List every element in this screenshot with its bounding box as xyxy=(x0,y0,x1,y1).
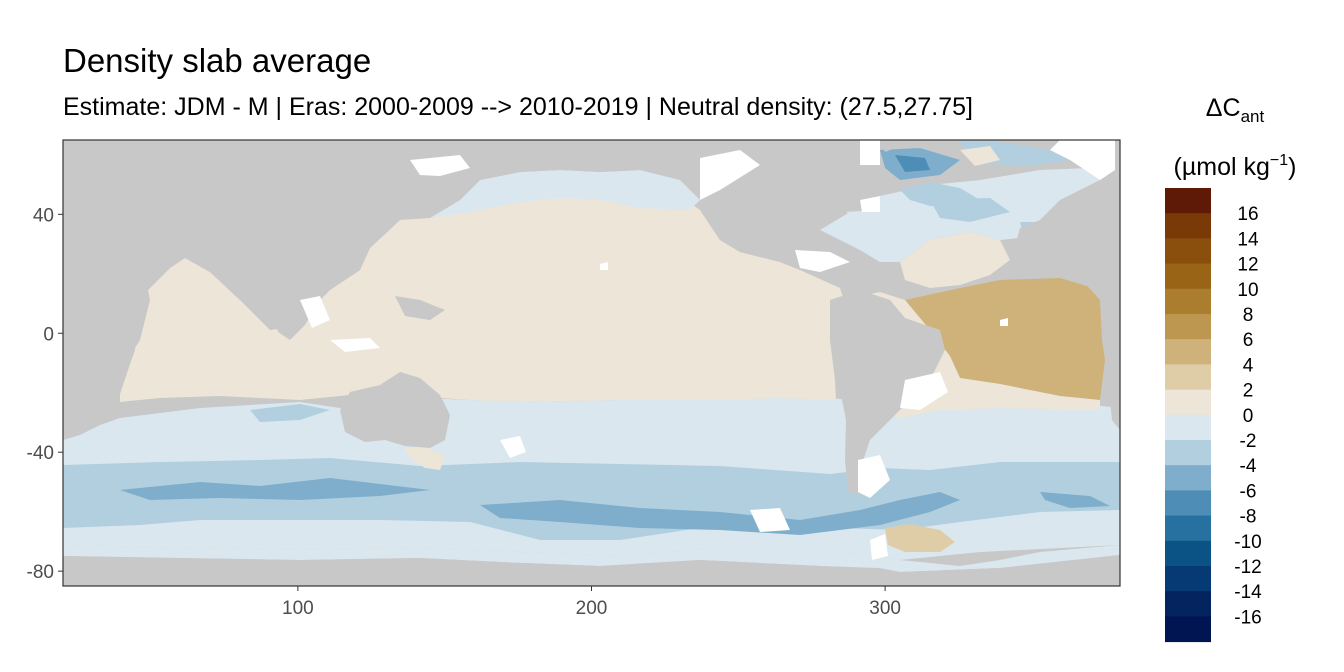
legend-swatch xyxy=(1165,364,1211,391)
legend-swatch xyxy=(1165,188,1211,214)
eurasia-landmass xyxy=(63,140,860,340)
north-atlantic-patch xyxy=(930,198,1010,222)
legend-colorbar: 16 14 12 10 8 6 4 2 0 -2 -4 -6 -8 -10 -12 -14 -16 xyxy=(1165,188,1262,643)
indian-ocean-patch xyxy=(250,404,330,422)
legend-label: -2 xyxy=(1240,431,1257,452)
no-data-area xyxy=(410,155,470,176)
legend-label: -14 xyxy=(1234,582,1262,603)
antarctic-coastal-region xyxy=(63,545,1120,572)
legend-swatch xyxy=(1165,490,1211,517)
map-panel xyxy=(63,140,1120,586)
no-data-area xyxy=(860,196,880,212)
legend-swatch xyxy=(1165,263,1211,290)
legend-label: -16 xyxy=(1234,607,1261,628)
legend-swatch xyxy=(1165,314,1211,340)
legend-label: 8 xyxy=(1243,305,1254,326)
legend-label: 14 xyxy=(1237,229,1259,250)
no-data-area xyxy=(1000,318,1008,326)
south-atlantic-region xyxy=(905,278,1110,400)
x-tick-label: 200 xyxy=(576,598,608,619)
nordic-seas-tan xyxy=(960,146,1000,166)
legend-swatch xyxy=(1165,566,1211,592)
legend-swatch xyxy=(1165,591,1211,617)
legend-label: -10 xyxy=(1234,532,1261,553)
legend-swatch xyxy=(1165,540,1211,567)
legend-swatch xyxy=(1165,238,1211,265)
legend-label: -12 xyxy=(1234,557,1261,578)
no-data-area xyxy=(1050,140,1115,180)
x-tick-label: 100 xyxy=(282,598,314,619)
legend-swatch xyxy=(1165,339,1211,365)
legend-swatch xyxy=(1165,288,1211,315)
pacific-indian-region xyxy=(120,182,850,402)
no-data-area xyxy=(900,372,948,410)
no-data-area xyxy=(300,296,330,328)
borneo-landmass xyxy=(395,296,445,320)
legend-label: -8 xyxy=(1240,507,1257,528)
greenland-landmass xyxy=(880,140,960,155)
x-tick-label: 300 xyxy=(869,598,901,619)
legend-unit: (µmol kg−1) xyxy=(1160,139,1310,189)
southern-ocean-streak xyxy=(120,478,430,500)
y-tick-label: -80 xyxy=(27,562,54,583)
north-america-landmass xyxy=(700,160,880,270)
north-pacific-region xyxy=(430,170,700,218)
continents xyxy=(63,140,1120,586)
legend-swatch xyxy=(1165,389,1211,416)
legend-variable: ΔCant xyxy=(1160,86,1310,139)
legend-symbol: ΔC xyxy=(1205,94,1241,122)
legend-label: 0 xyxy=(1243,406,1254,427)
no-data-areas xyxy=(300,140,1115,560)
north-atlantic-tan-region xyxy=(900,232,1010,288)
legend-unit-main: (µmol kg xyxy=(1173,153,1270,181)
legend-swatch xyxy=(1165,465,1211,491)
chart-title: Density slab average xyxy=(63,42,372,79)
chart-subtitle: Estimate: JDM - M | Eras: 2000-2009 --> … xyxy=(63,93,973,121)
legend-swatch xyxy=(1165,414,1211,441)
no-data-area xyxy=(600,262,608,270)
weddell-sea-region xyxy=(885,524,955,552)
no-data-area xyxy=(795,250,850,272)
south-america-landmass xyxy=(830,290,945,495)
legend-swatch xyxy=(1165,440,1211,466)
legend-swatch xyxy=(1165,616,1211,643)
legend-label: 12 xyxy=(1237,255,1258,276)
no-data-area xyxy=(500,436,526,458)
no-data-area xyxy=(860,140,880,165)
labrador-sea-core xyxy=(895,155,930,172)
y-tick-label: 0 xyxy=(43,324,54,345)
legend-label: -4 xyxy=(1240,456,1257,477)
legend-label: 16 xyxy=(1237,204,1258,225)
legend-unit-sup: −1 xyxy=(1269,152,1289,169)
no-data-area xyxy=(858,455,890,498)
legend-label: 4 xyxy=(1243,355,1254,376)
legend-label: -6 xyxy=(1240,481,1257,502)
y-tick-label: -40 xyxy=(27,443,54,464)
no-data-area xyxy=(870,534,888,560)
legend-unit-close: ) xyxy=(1288,153,1297,181)
legend-swatch xyxy=(1165,515,1211,542)
legend-title: ΔCant (µmol kg−1) xyxy=(1160,86,1310,189)
antarctica-landmass xyxy=(63,555,1120,586)
x-axis: 100 200 300 xyxy=(282,586,901,619)
legend-label: 6 xyxy=(1243,330,1254,351)
legend-swatch xyxy=(1165,213,1211,239)
southern-ocean-streak xyxy=(480,492,960,535)
no-data-area xyxy=(700,150,760,200)
y-axis: 40 0 -40 -80 xyxy=(27,205,63,583)
southern-ocean-streak xyxy=(1040,492,1110,508)
australia-landmass xyxy=(340,372,450,448)
africa-landmass xyxy=(63,290,135,440)
legend-label: 2 xyxy=(1243,381,1254,402)
no-data-area xyxy=(330,338,380,352)
y-tick-label: 40 xyxy=(33,205,54,226)
no-data-area xyxy=(750,508,790,532)
australian-bight-region xyxy=(405,446,445,470)
legend-subscript: ant xyxy=(1240,107,1265,126)
legend-label: 10 xyxy=(1237,280,1258,301)
africa-europe-east-landmass xyxy=(1015,140,1120,430)
